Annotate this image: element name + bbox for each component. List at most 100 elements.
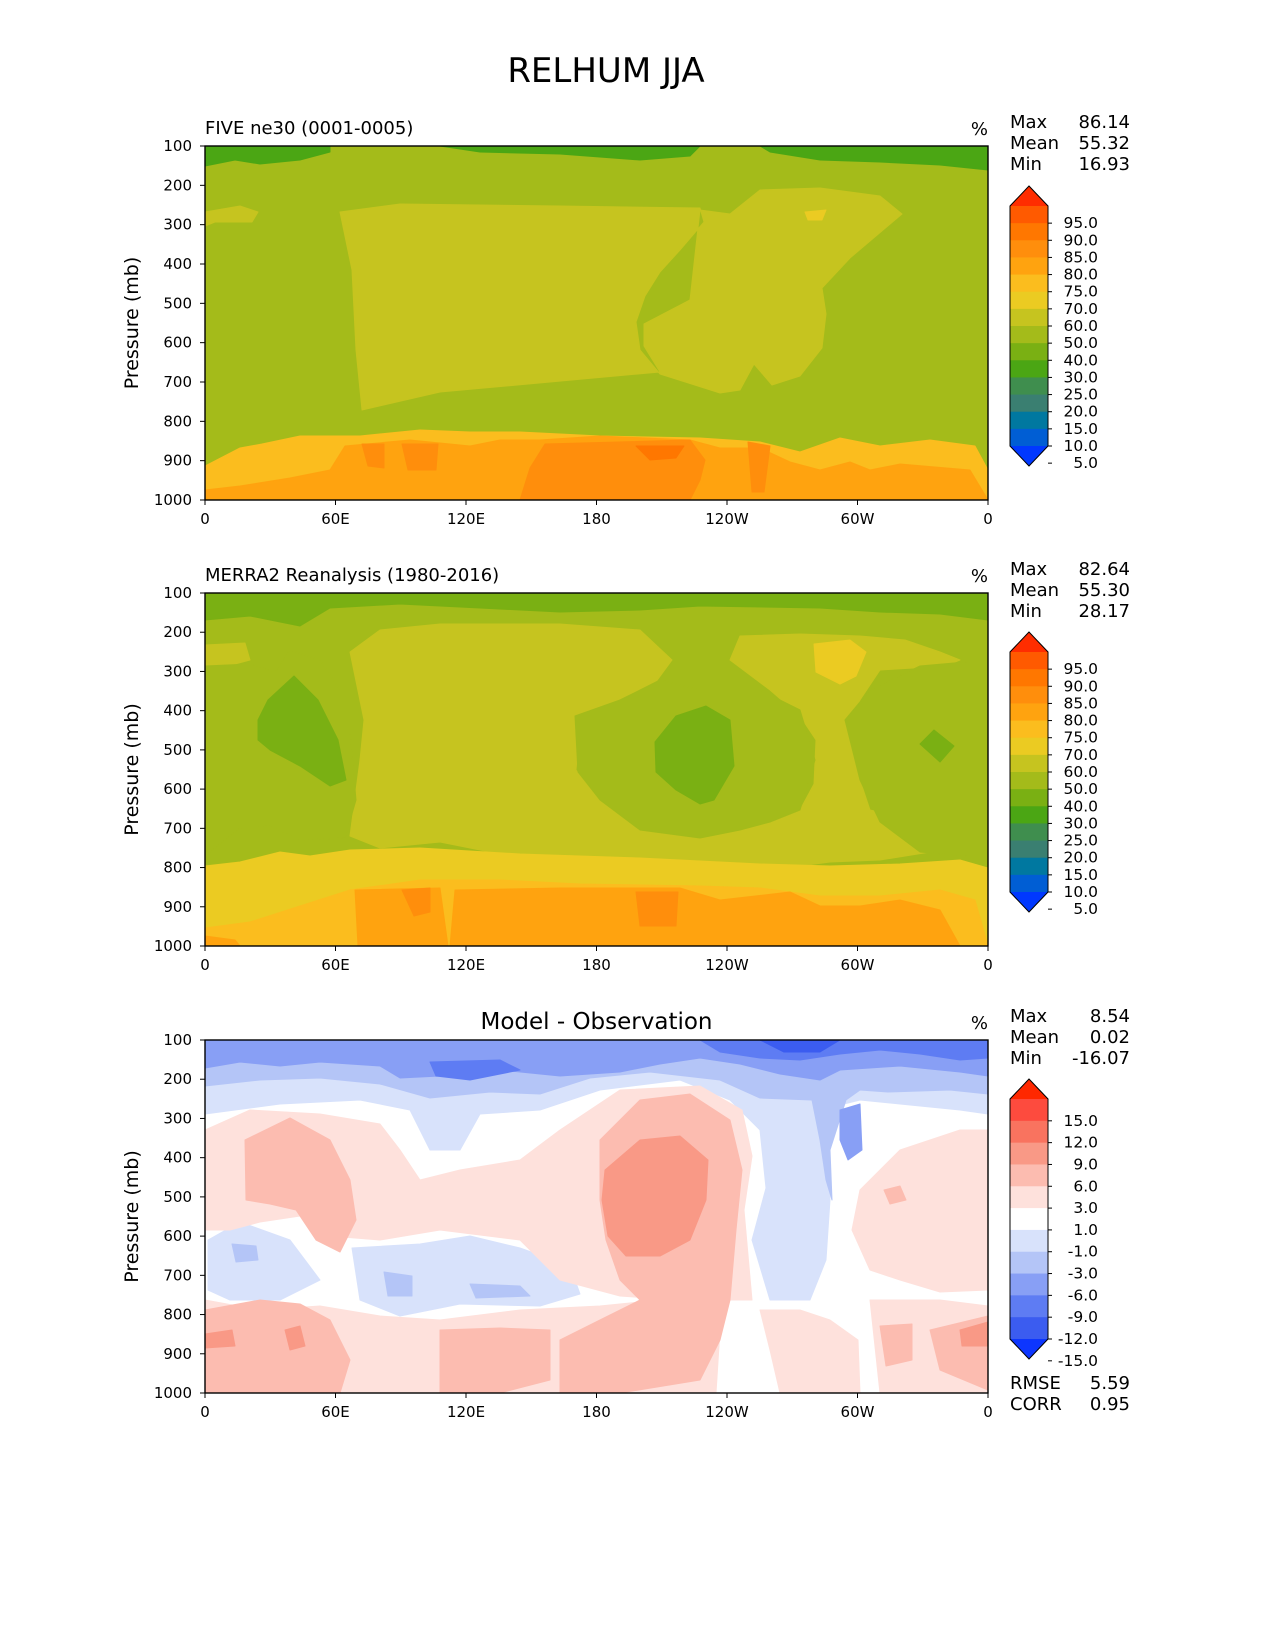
colorbar-segment	[1010, 206, 1048, 224]
contour-region-4-1	[813, 639, 867, 685]
colorbar-segment	[1010, 1186, 1048, 1209]
colorbar-level-label: 50.0	[1063, 780, 1098, 798]
colorbar-level-label: 60.0	[1063, 763, 1098, 781]
colorbar-level-label: 15.0	[1063, 420, 1098, 438]
colorbar-segment	[1010, 720, 1048, 739]
contour-region-6-2	[883, 1185, 907, 1205]
contour-region-5-1	[851, 1129, 988, 1293]
stat-value-max: 82.64	[1078, 559, 1130, 580]
contour-region-4-1	[361, 443, 385, 469]
y-axis-label: Pressure (mb)	[121, 1150, 143, 1283]
stat-label-max: Max	[1010, 559, 1048, 580]
y-tick-label: 800	[163, 859, 192, 877]
colorbar-segment	[1010, 874, 1048, 893]
figure-title: RELHUM JJA	[507, 51, 704, 91]
colorbar-segment	[1010, 840, 1048, 859]
colorbar: 95.090.085.080.075.070.060.050.040.030.0…	[1009, 185, 1098, 472]
contour-region-1-1	[231, 1243, 259, 1263]
contour-region-6-4	[439, 1327, 551, 1393]
x-tick-label: 0	[983, 1403, 993, 1421]
stat-label-mean: Mean	[1010, 1027, 1059, 1048]
colorbar-level-label: 25.0	[1063, 386, 1098, 404]
colorbar-level-label: 40.0	[1063, 797, 1098, 815]
y-tick-label: 900	[163, 898, 192, 916]
colorbar-segment	[1010, 806, 1048, 825]
stat-label-mean: Mean	[1010, 133, 1059, 154]
panel-1: FIVE ne30 (0001-0005) % 100 200 300 400 500 600…	[121, 112, 1130, 528]
colorbar-level-label: 75.0	[1063, 283, 1098, 301]
contour-region-1-2	[383, 1271, 413, 1297]
colorbar-level-label: 1.0	[1073, 1221, 1098, 1239]
colorbar-level-label: 85.0	[1063, 248, 1098, 266]
contour-region-2-2	[844, 659, 988, 859]
contour-region-7-0	[601, 1135, 709, 1257]
y-tick-label: 300	[163, 1109, 192, 1127]
x-tick-label: 0	[200, 1403, 210, 1421]
x-tick-label: 120E	[447, 510, 485, 528]
units-label: %	[971, 1013, 988, 1034]
stat-label-rmse: RMSE	[1010, 1373, 1061, 1394]
colorbar-segment	[1010, 377, 1048, 396]
y-tick-label: 400	[163, 255, 192, 273]
colorbar-level-label: 95.0	[1063, 660, 1098, 678]
y-tick-label: 600	[163, 1227, 192, 1245]
contour-region-1-3	[469, 1283, 531, 1299]
x-tick-label: 60E	[321, 956, 350, 974]
y-tick-label: 1000	[154, 1384, 192, 1402]
stat-label-min: Min	[1010, 1048, 1042, 1069]
colorbar-level-label: 30.0	[1063, 368, 1098, 386]
y-tick-label: 600	[163, 334, 192, 352]
colorbar-segment	[1010, 857, 1048, 876]
contour-region-6-2	[205, 935, 241, 946]
x-tick-label: 60E	[321, 510, 350, 528]
stat-value-min: -16.07	[1072, 1048, 1130, 1069]
contour-region-0-0	[205, 146, 331, 167]
colorbar-level-label: 40.0	[1063, 351, 1098, 369]
stat-value-min: 16.93	[1078, 154, 1130, 175]
panel-title: Model - Observation	[480, 1009, 712, 1035]
stat-label-min: Min	[1010, 601, 1042, 622]
colorbar-segment	[1010, 360, 1048, 379]
colorbar-extend-max	[1010, 1079, 1048, 1099]
colorbar-segment	[1010, 686, 1048, 705]
contour-region-6-0	[804, 209, 827, 221]
y-tick-label: 400	[163, 702, 192, 720]
colorbar-segment	[1010, 1208, 1048, 1231]
contour-region-4-2	[401, 443, 439, 471]
contour-region-6-1	[449, 887, 961, 946]
colorbar-level-label: 80.0	[1063, 712, 1098, 730]
contour-region-7-1	[401, 887, 431, 917]
colorbar-segment	[1010, 669, 1048, 687]
contour-region-0-2	[759, 146, 988, 171]
contour-region-4-0	[759, 1040, 841, 1053]
colorbar-extend-min	[1010, 446, 1048, 466]
y-tick-label: 100	[163, 1031, 192, 1049]
y-tick-label: 1000	[154, 491, 192, 509]
contour-region-3-2	[919, 729, 955, 763]
y-tick-label: 300	[163, 662, 192, 680]
contour-region-1-1	[205, 642, 251, 669]
stat-value-mean: 55.32	[1078, 133, 1130, 154]
contour-region-7-1	[205, 1329, 236, 1349]
stat-label-min: Min	[1010, 154, 1042, 175]
x-tick-label: 180	[582, 1403, 611, 1421]
colorbar-level-label: 70.0	[1063, 746, 1098, 764]
colorbar-level-label: -3.0	[1068, 1265, 1098, 1283]
panel-title: MERRA2 Reanalysis (1980-2016)	[205, 565, 499, 586]
y-tick-label: 100	[163, 584, 192, 602]
x-tick-label: 0	[983, 510, 993, 528]
colorbar-segment	[1010, 1317, 1048, 1340]
contour-region-2-1	[839, 1103, 863, 1161]
colorbar-segment	[1010, 1099, 1048, 1122]
colorbar-segment	[1010, 411, 1048, 430]
contour-region-7-0	[635, 891, 679, 927]
stat-value-mean: 0.02	[1090, 1027, 1130, 1048]
x-tick-label: 180	[582, 510, 611, 528]
colorbar-segment	[1010, 737, 1048, 756]
colorbar-segment	[1010, 394, 1048, 413]
colorbar-level-label: 3.0	[1073, 1199, 1098, 1217]
contour-region-6-0	[244, 1117, 357, 1253]
units-label: %	[971, 566, 988, 587]
colorbar-segment	[1010, 1251, 1048, 1275]
contour-region-3-1	[654, 705, 735, 805]
